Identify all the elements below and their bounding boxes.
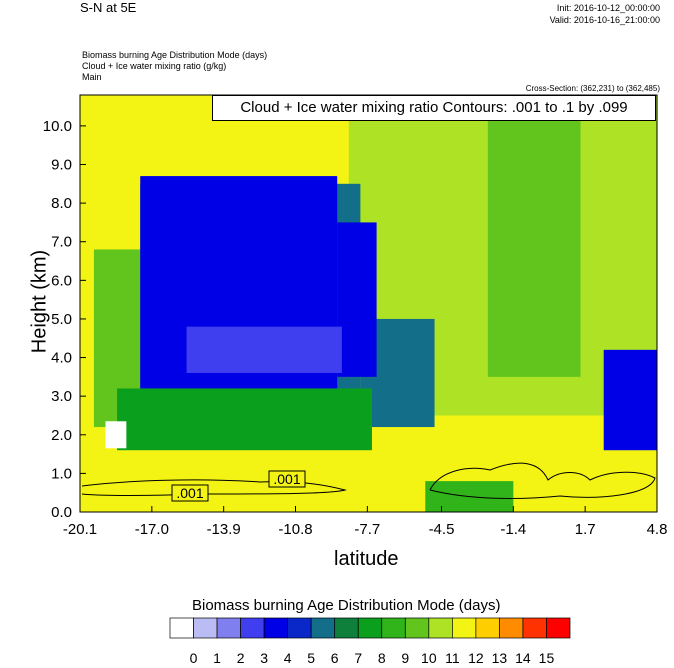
colorbar-label: 15: [539, 650, 555, 666]
x-tick-label: -20.1: [63, 521, 97, 538]
field-line-3: Main: [82, 72, 102, 82]
colorbar-title: Biomass burning Age Distribution Mode (d…: [192, 597, 501, 614]
contour-info-box: Cloud + Ice water mixing ratio Contours:…: [212, 95, 656, 121]
colorbar-swatch: [169, 617, 194, 639]
contour-label: .001: [273, 471, 300, 487]
contour-label-box: [268, 470, 306, 488]
colorbar-swatch: [334, 617, 359, 639]
x-tick-label: -10.8: [278, 521, 312, 538]
field-description: Biomass burning Age Distribution Mode (d…: [82, 50, 267, 83]
field-line-2: Cloud + Ice water mixing ratio (g/kg): [82, 61, 227, 71]
colorbar-swatch: [522, 617, 547, 639]
colorbar-label: 0: [190, 650, 198, 666]
x-tick-label: -4.5: [429, 521, 455, 538]
y-tick-label: 0.0: [51, 504, 72, 521]
colorbar-label: 10: [421, 650, 437, 666]
colorbar-label: 8: [378, 650, 386, 666]
colorbar-label: 2: [237, 650, 245, 666]
y-tick-label: 1.0: [51, 465, 72, 482]
contour-line-right: [429, 462, 656, 499]
colorbar-swatch: [240, 617, 265, 639]
colorbar-label: 6: [331, 650, 339, 666]
y-tick-label: 7.0: [51, 234, 72, 251]
colorbar-label: 3: [260, 650, 268, 666]
colorbar-swatch: [193, 617, 218, 639]
plot-area: .001 .001: [79, 94, 658, 513]
colorbar-label: 14: [515, 650, 531, 666]
y-tick-label: 8.0: [51, 195, 72, 212]
x-tick-label: -1.4: [500, 521, 526, 538]
colorbar-label: 4: [284, 650, 292, 666]
contour-line-left: [81, 479, 347, 496]
colorbar-label: 7: [354, 650, 362, 666]
x-tick-label: -17.0: [135, 521, 169, 538]
run-times: Init: 2016-10-12_00:00:00 Valid: 2016-10…: [550, 2, 660, 26]
colorbar-label: 1: [213, 650, 221, 666]
y-tick-label: 2.0: [51, 427, 72, 444]
x-tick-label: 4.8: [647, 521, 668, 538]
colorbar-swatch: [263, 617, 288, 639]
colorbar-label: 11: [445, 650, 460, 666]
y-tick-label: 6.0: [51, 272, 72, 289]
colorbar-swatch: [357, 617, 383, 639]
region-green-lower: [117, 388, 372, 451]
colorbar-swatch: [428, 617, 453, 639]
region-blue-far-right: [603, 349, 657, 451]
region-upper-green-right: [487, 95, 581, 377]
contour-label-box: [171, 484, 209, 502]
colorbar-swatch: [310, 617, 336, 639]
colorbar-swatch: [404, 617, 430, 639]
valid-time: Valid: 2016-10-16_21:00:00: [549, 15, 660, 25]
y-tick-label: 5.0: [51, 311, 72, 328]
colorbar-label: 5: [307, 650, 315, 666]
colorbar-label: 9: [401, 650, 409, 666]
region-blue-right: [337, 222, 377, 377]
region-lightblue-core: [186, 326, 342, 373]
y-tick-label: 4.0: [51, 350, 72, 367]
y-tick-label: 10.0: [43, 118, 72, 135]
colorbar-swatch: [475, 617, 500, 639]
field-line-1: Biomass burning Age Distribution Mode (d…: [82, 50, 268, 60]
colorbar-swatch: [546, 617, 571, 639]
colorbar-label: 13: [492, 650, 508, 666]
colorbar-swatch: [381, 617, 406, 639]
x-tick-label: -13.9: [207, 521, 241, 538]
axis-ticks: -20.1 -17.0 -13.9 -10.8 -7.7 -4.5 -1.4 1.7 4.8 0.…: [43, 118, 668, 538]
contour-label: .001: [176, 485, 203, 501]
colorbar-swatch: [216, 617, 241, 639]
colorbar: 0 1 2 3 4 5 6 7 8 9 10 11 12 13 14 15: [169, 617, 571, 666]
y-tick-label: 9.0: [51, 157, 72, 174]
init-time: Init: 2016-10-12_00:00:00: [556, 3, 660, 13]
page-title: S-N at 5E: [80, 0, 137, 15]
region-white-patch: [105, 421, 127, 449]
colorbar-swatch: [499, 617, 524, 639]
x-tick-label: 1.7: [575, 521, 596, 538]
x-axis-label: latitude: [334, 548, 399, 570]
cross-section-label: Cross-Section: (362,231) to (362,485): [525, 84, 660, 93]
colorbar-swatch: [452, 617, 477, 639]
x-tick-label: -7.7: [354, 521, 380, 538]
y-tick-label: 3.0: [51, 388, 72, 405]
colorbar-swatch: [287, 617, 312, 639]
colorbar-label: 12: [468, 650, 484, 666]
y-axis-label: Height (km): [28, 249, 51, 354]
